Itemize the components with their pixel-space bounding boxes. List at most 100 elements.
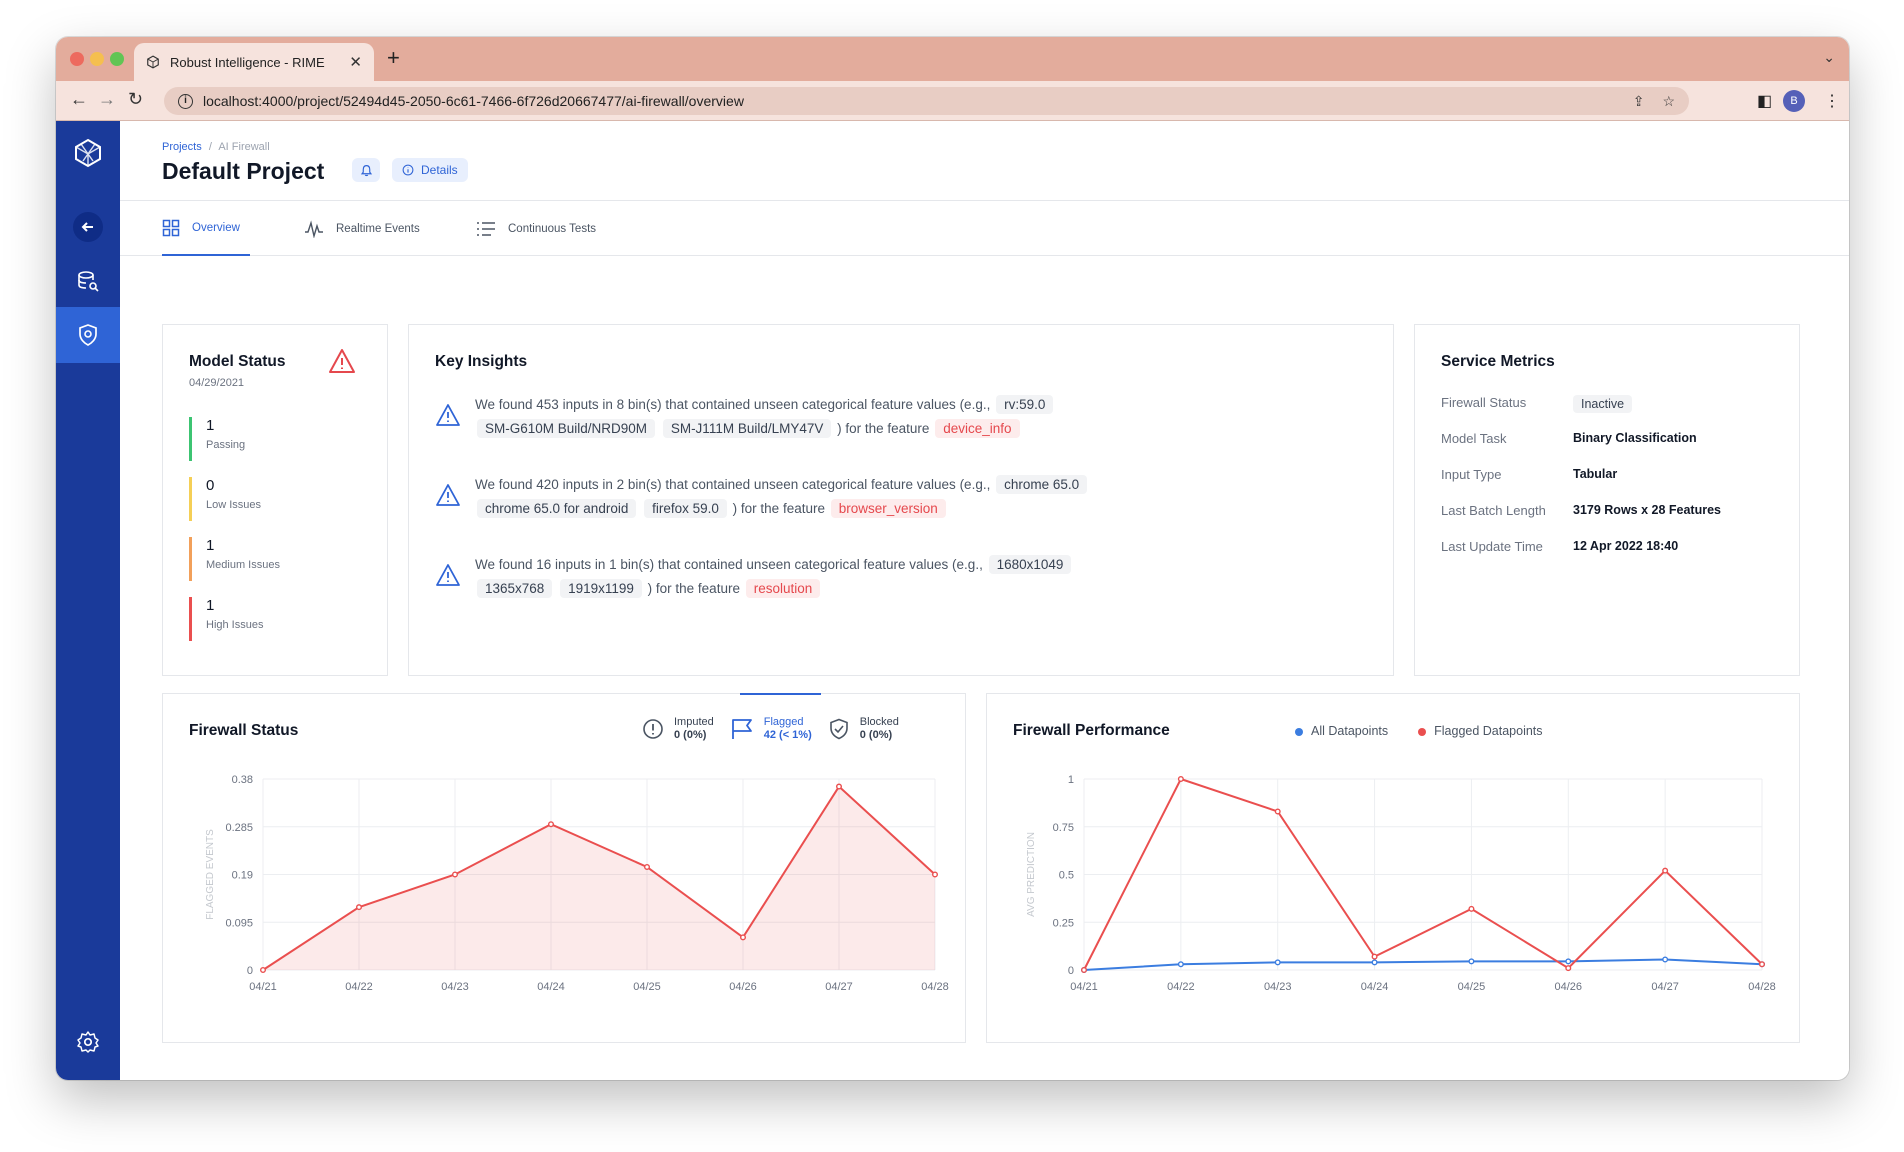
minimize-window-button[interactable] <box>90 52 104 66</box>
metric-row: Last Update Time 12 Apr 2022 18:40 <box>1441 539 1678 554</box>
stat-high-value: 1 <box>206 597 215 614</box>
stat-passing-bar <box>189 417 192 461</box>
metric-key: Model Task <box>1441 431 1507 446</box>
stat-high-label: High Issues <box>206 619 264 631</box>
tab-overview[interactable]: Overview <box>162 202 250 256</box>
x-tick-label: 04/23 <box>441 981 469 993</box>
data-point <box>644 863 651 870</box>
x-tick-label: 04/24 <box>537 981 565 993</box>
pulse-icon <box>305 220 323 238</box>
tab-overview-label: Overview <box>192 222 240 234</box>
service-metrics-title: Service Metrics <box>1441 353 1555 370</box>
warning-triangle-icon <box>329 349 355 373</box>
y-tick-label: 0.25 <box>1053 917 1074 929</box>
grid-icon <box>162 219 180 237</box>
tab-continuous-tests[interactable]: Continuous Tests <box>476 202 596 256</box>
imputed-tab[interactable]: Imputed 0 (0%) <box>642 716 714 742</box>
data-point <box>1080 967 1087 974</box>
data-point <box>1565 958 1572 965</box>
site-info-icon[interactable]: i <box>178 93 193 109</box>
sidebar-item-data[interactable] <box>56 253 120 309</box>
example-value-chip: 1680x1049 <box>988 555 1072 574</box>
data-point <box>1759 961 1766 968</box>
avg-prediction-chart[interactable]: 0 0.25 0.5 0.75 1 04/21 04/22 04/23 04/24 04/25 04… <box>987 694 1801 1044</box>
example-value-chip: SM-G610M Build/NRD90M <box>477 419 656 438</box>
sidepanel-icon[interactable]: ◧ <box>1757 93 1773 110</box>
stat-high-issues: 1 High Issues <box>189 597 263 641</box>
insight-sentence: We found 420 inputs in 2 bin(s) that con… <box>475 477 991 492</box>
insight-suffix: ) for the feature <box>837 421 930 436</box>
profile-avatar[interactable]: B <box>1783 90 1805 112</box>
insight-text: We found 16 inputs in 1 bin(s) that cont… <box>475 553 1155 601</box>
kebab-menu-icon[interactable]: ⋮ <box>1824 93 1840 110</box>
tab-realtime-events[interactable]: Realtime Events <box>304 202 420 256</box>
breadcrumb-projects-link[interactable]: Projects <box>162 141 202 153</box>
x-tick-label: 04/25 <box>633 981 661 993</box>
reload-icon[interactable]: ↻ <box>128 89 144 109</box>
chevron-down-icon[interactable]: ⌄ <box>1823 49 1835 65</box>
legend-all-datapoints[interactable]: All Datapoints <box>1295 724 1388 738</box>
maximize-window-button[interactable] <box>110 52 124 66</box>
page-title: Default Project <box>162 158 325 184</box>
x-tick-label: 04/22 <box>345 981 373 993</box>
browser-tab[interactable]: Robust Intelligence - RIME ✕ <box>134 43 374 81</box>
browser-window: Robust Intelligence - RIME ✕ + ⌄ ← → ↻ i… <box>56 37 1849 1080</box>
rime-favicon-icon <box>147 55 159 69</box>
y-tick-label: 0.19 <box>232 870 253 882</box>
notifications-button[interactable] <box>352 158 380 182</box>
url-text: localhost:4000/project/52494d45-2050-6c6… <box>203 93 744 109</box>
browser-tab-bar: Robust Intelligence - RIME ✕ + ⌄ <box>56 37 1849 81</box>
series-line <box>1083 777 1763 971</box>
list-icon <box>477 222 495 236</box>
data-point <box>452 871 459 878</box>
metric-value: Binary Classification <box>1573 431 1697 445</box>
metric-value: 12 Apr 2022 18:40 <box>1573 539 1679 553</box>
forward-arrow-icon[interactable]: → <box>98 89 116 109</box>
shield-check-icon <box>829 718 848 740</box>
gear-icon <box>77 1031 99 1053</box>
blocked-value: 0 (0%) <box>859 729 893 741</box>
rime-logo-icon[interactable] <box>56 123 120 183</box>
sidebar-item-firewall[interactable] <box>56 307 120 363</box>
flagged-tab[interactable]: Flagged 42 (< 1%) <box>730 716 812 742</box>
x-tick-label: 04/21 <box>1070 981 1098 993</box>
main-content: Projects / AI Firewall Default Project D… <box>120 121 1849 1080</box>
y-tick-label: 0 <box>1068 965 1074 977</box>
back-arrow-icon[interactable]: ← <box>70 89 88 109</box>
flagged-events-chart[interactable]: 0 0.095 0.19 0.285 0.38 04/21 04/22 04/23 04/24 0… <box>163 694 967 1044</box>
share-icon[interactable]: ⇪ <box>1632 92 1645 109</box>
x-tick-label: 04/28 <box>1748 981 1776 993</box>
page-header: Projects / AI Firewall Default Project D… <box>120 121 1849 201</box>
insight-sentence: We found 16 inputs in 1 bin(s) that cont… <box>475 557 983 572</box>
blocked-tab[interactable]: Blocked 0 (0%) <box>828 716 899 742</box>
feature-chip[interactable]: device_info <box>935 419 1020 438</box>
key-insights-card: Key Insights We found 453 inputs in 8 bi… <box>408 324 1394 676</box>
details-button[interactable]: Details <box>392 158 468 182</box>
warning-triangle-icon <box>435 393 461 441</box>
metric-row: Firewall Status Inactive <box>1441 395 1633 413</box>
feature-chip[interactable]: browser_version <box>830 499 946 518</box>
sidebar-back-button[interactable] <box>56 199 120 255</box>
insight-text: We found 420 inputs in 2 bin(s) that con… <box>475 473 1155 521</box>
exclamation-circle-icon <box>643 719 663 739</box>
feature-chip[interactable]: resolution <box>745 579 821 598</box>
stat-medium-value: 1 <box>206 537 215 554</box>
firewall-performance-title: Firewall Performance <box>1013 722 1170 739</box>
close-window-button[interactable] <box>70 52 84 66</box>
data-point <box>740 934 747 941</box>
close-tab-icon[interactable]: ✕ <box>349 54 362 71</box>
y-tick-label: 0.38 <box>232 774 253 786</box>
address-bar[interactable]: i localhost:4000/project/52494d45-2050-6… <box>164 87 1689 115</box>
sidebar-item-settings[interactable] <box>56 1014 120 1070</box>
content-tabs: Overview Realtime Events Continuous Test… <box>120 202 1849 256</box>
data-point <box>1371 953 1378 960</box>
new-tab-button[interactable]: + <box>387 45 400 70</box>
bookmark-star-icon[interactable]: ☆ <box>1662 92 1675 109</box>
data-point <box>932 871 939 878</box>
imputed-label: Imputed <box>674 716 714 728</box>
legend-dot <box>1418 727 1427 736</box>
legend-flagged-datapoints[interactable]: Flagged Datapoints <box>1418 724 1543 738</box>
breadcrumb: Projects / AI Firewall <box>162 141 270 153</box>
stat-low-bar <box>189 477 192 521</box>
example-value-chip: rv:59.0 <box>996 395 1054 414</box>
